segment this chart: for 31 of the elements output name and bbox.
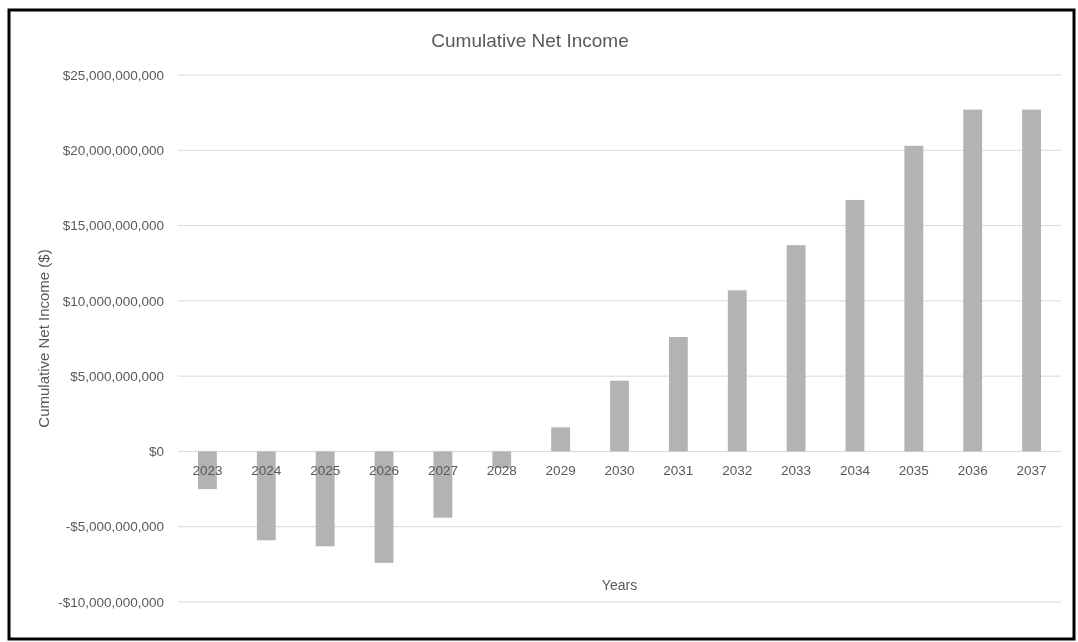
bar — [727, 290, 747, 452]
bar — [963, 109, 983, 452]
y-tick-label: -$5,000,000,000 — [65, 519, 164, 535]
x-tick-label: 2037 — [1016, 463, 1047, 479]
chart-title: Cumulative Net Income — [431, 29, 629, 51]
y-tick-label: $15,000,000,000 — [62, 218, 164, 234]
y-axis-title: Cumulative Net Income ($) — [35, 249, 53, 428]
x-tick-label: 2033 — [781, 463, 812, 479]
bar — [668, 336, 688, 452]
bar — [610, 380, 629, 452]
bar — [786, 245, 806, 452]
x-tick-label: 2036 — [957, 463, 988, 479]
bar — [492, 451, 512, 468]
x-tick-label: 2035 — [898, 463, 929, 479]
x-tick-label: 2031 — [663, 463, 694, 479]
y-tick-label: $20,000,000,000 — [62, 143, 164, 159]
y-tick-label: $10,000,000,000 — [62, 293, 164, 309]
x-tick-label: 2032 — [722, 463, 753, 479]
x-axis-title: Years — [601, 576, 638, 593]
bar — [551, 427, 571, 452]
bar — [1022, 109, 1041, 452]
y-tick-label: $25,000,000,000 — [62, 67, 164, 83]
x-tick-label: 2034 — [839, 463, 871, 479]
y-tick-label: -$10,000,000,000 — [58, 594, 164, 610]
bar — [904, 145, 924, 452]
x-tick-label: 2028 — [486, 463, 517, 479]
y-tick-label: $5,000,000,000 — [70, 368, 164, 384]
x-tick-label: 2029 — [545, 463, 576, 479]
bar — [845, 199, 865, 452]
y-tick-label: $0 — [148, 444, 164, 460]
x-tick-label: 2030 — [604, 463, 635, 479]
